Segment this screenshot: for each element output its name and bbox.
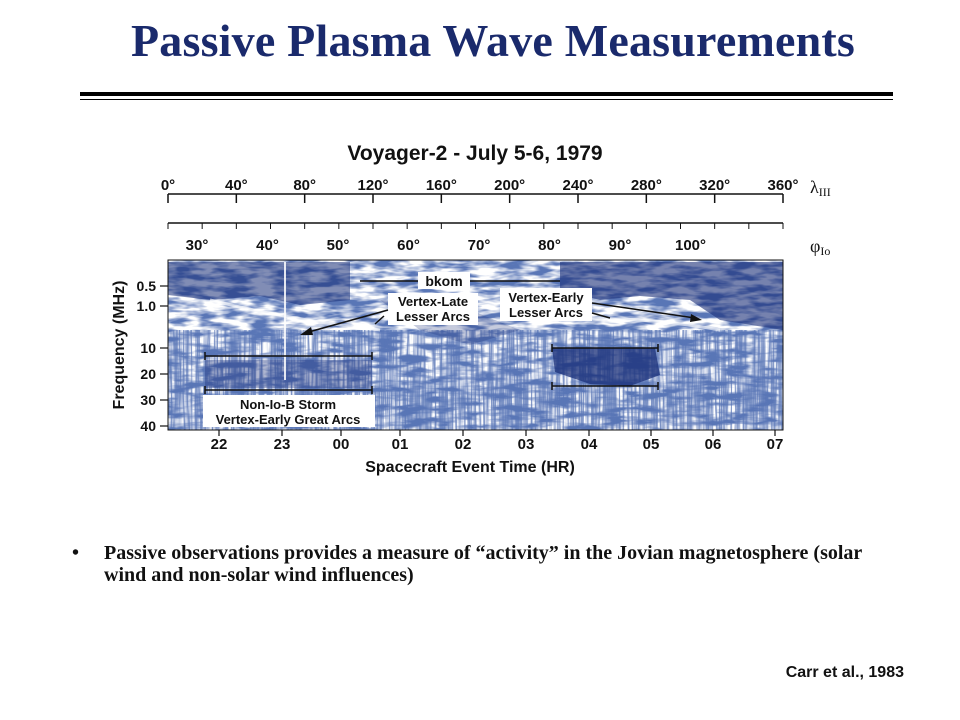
citation: Carr et al., 1983 [785,664,904,681]
vertex-early-label-line2: Lesser Arcs [509,305,583,320]
phi-tick-label: 50° [327,237,350,254]
phi-tick-label: 40° [256,237,279,254]
phi-tick-label: 30° [186,237,209,254]
time-tick-label: 06 [705,436,722,453]
lambda-axis: 0° 40° 80° 120° 160° 200° 240° 280° 320° 360° λII… [161,177,831,229]
lambda-iii-label: λIII [810,177,831,199]
slide-title: Passive Plasma Wave Measurements [130,15,855,66]
time-axis-label: Spacecraft Event Time (HR) [365,459,575,476]
phi-tick-label: 80° [538,237,561,254]
phi-tick-label: 60° [397,237,420,254]
phi-io-axis: 30° 40° 50° 60° 70° 80° 90° 100° φIo [186,236,831,258]
time-tick-label: 03 [518,436,535,453]
time-axis: 22 23 00 01 02 03 04 05 06 07 Spacecraft Event Ti… [211,430,784,476]
lambda-tick-label: 320° [699,177,730,194]
vertex-early-label-line1: Vertex-Early [508,290,584,305]
phi-tick-label: 100° [675,237,706,254]
frequency-tick-label: 10 [140,340,156,356]
lambda-tick-label: 120° [357,177,388,194]
time-tick-label: 22 [211,436,228,453]
phi-tick-label: 70° [468,237,491,254]
lambda-tick-label: 0° [161,177,175,194]
lambda-tick-label: 80° [293,177,316,194]
frequency-tick-label: 0.5 [137,278,157,294]
vertex-late-label-line2: Lesser Arcs [396,309,470,324]
lambda-tick-label: 200° [494,177,525,194]
time-tick-label: 05 [643,436,660,453]
phi-tick-label: 90° [609,237,632,254]
lambda-tick-label: 280° [631,177,662,194]
frequency-tick-label: 20 [140,366,156,382]
non-io-b-storm-label: Non-Io-B Storm [240,397,336,412]
title-divider [80,92,893,96]
frequency-axis: 0.5 1.0 10 20 30 40 Frequency (MHz) [111,278,168,434]
figure-title: Voyager-2 - July 5-6, 1979 [347,142,602,165]
lambda-tick-label: 360° [767,177,798,194]
spectrogram-annotations: bkom Vertex-Late Lesser Arcs Vertex-Earl… [203,272,702,427]
frequency-tick-label: 30 [140,392,156,408]
time-tick-label: 00 [333,436,350,453]
bullet-text: Passive observations provides a measure … [104,542,862,586]
time-tick-label: 02 [455,436,472,453]
frequency-tick-label: 40 [140,418,156,434]
time-tick-label: 07 [767,436,784,453]
time-tick-label: 23 [274,436,291,453]
frequency-tick-label: 1.0 [137,298,157,314]
title-divider-thin [80,99,893,100]
time-tick-label: 01 [392,436,409,453]
vertex-late-label-line1: Vertex-Late [398,294,468,309]
lambda-tick-label: 160° [426,177,457,194]
frequency-axis-label: Frequency (MHz) [111,281,128,410]
lambda-tick-label: 40° [225,177,248,194]
vertex-early-great-arcs-label: Vertex-Early Great Arcs [216,412,361,427]
time-tick-label: 04 [581,436,598,453]
bullet-dot: • [72,542,80,564]
phi-io-label: φIo [810,236,830,258]
lambda-tick-label: 240° [562,177,593,194]
bkom-label: bkom [425,273,462,289]
